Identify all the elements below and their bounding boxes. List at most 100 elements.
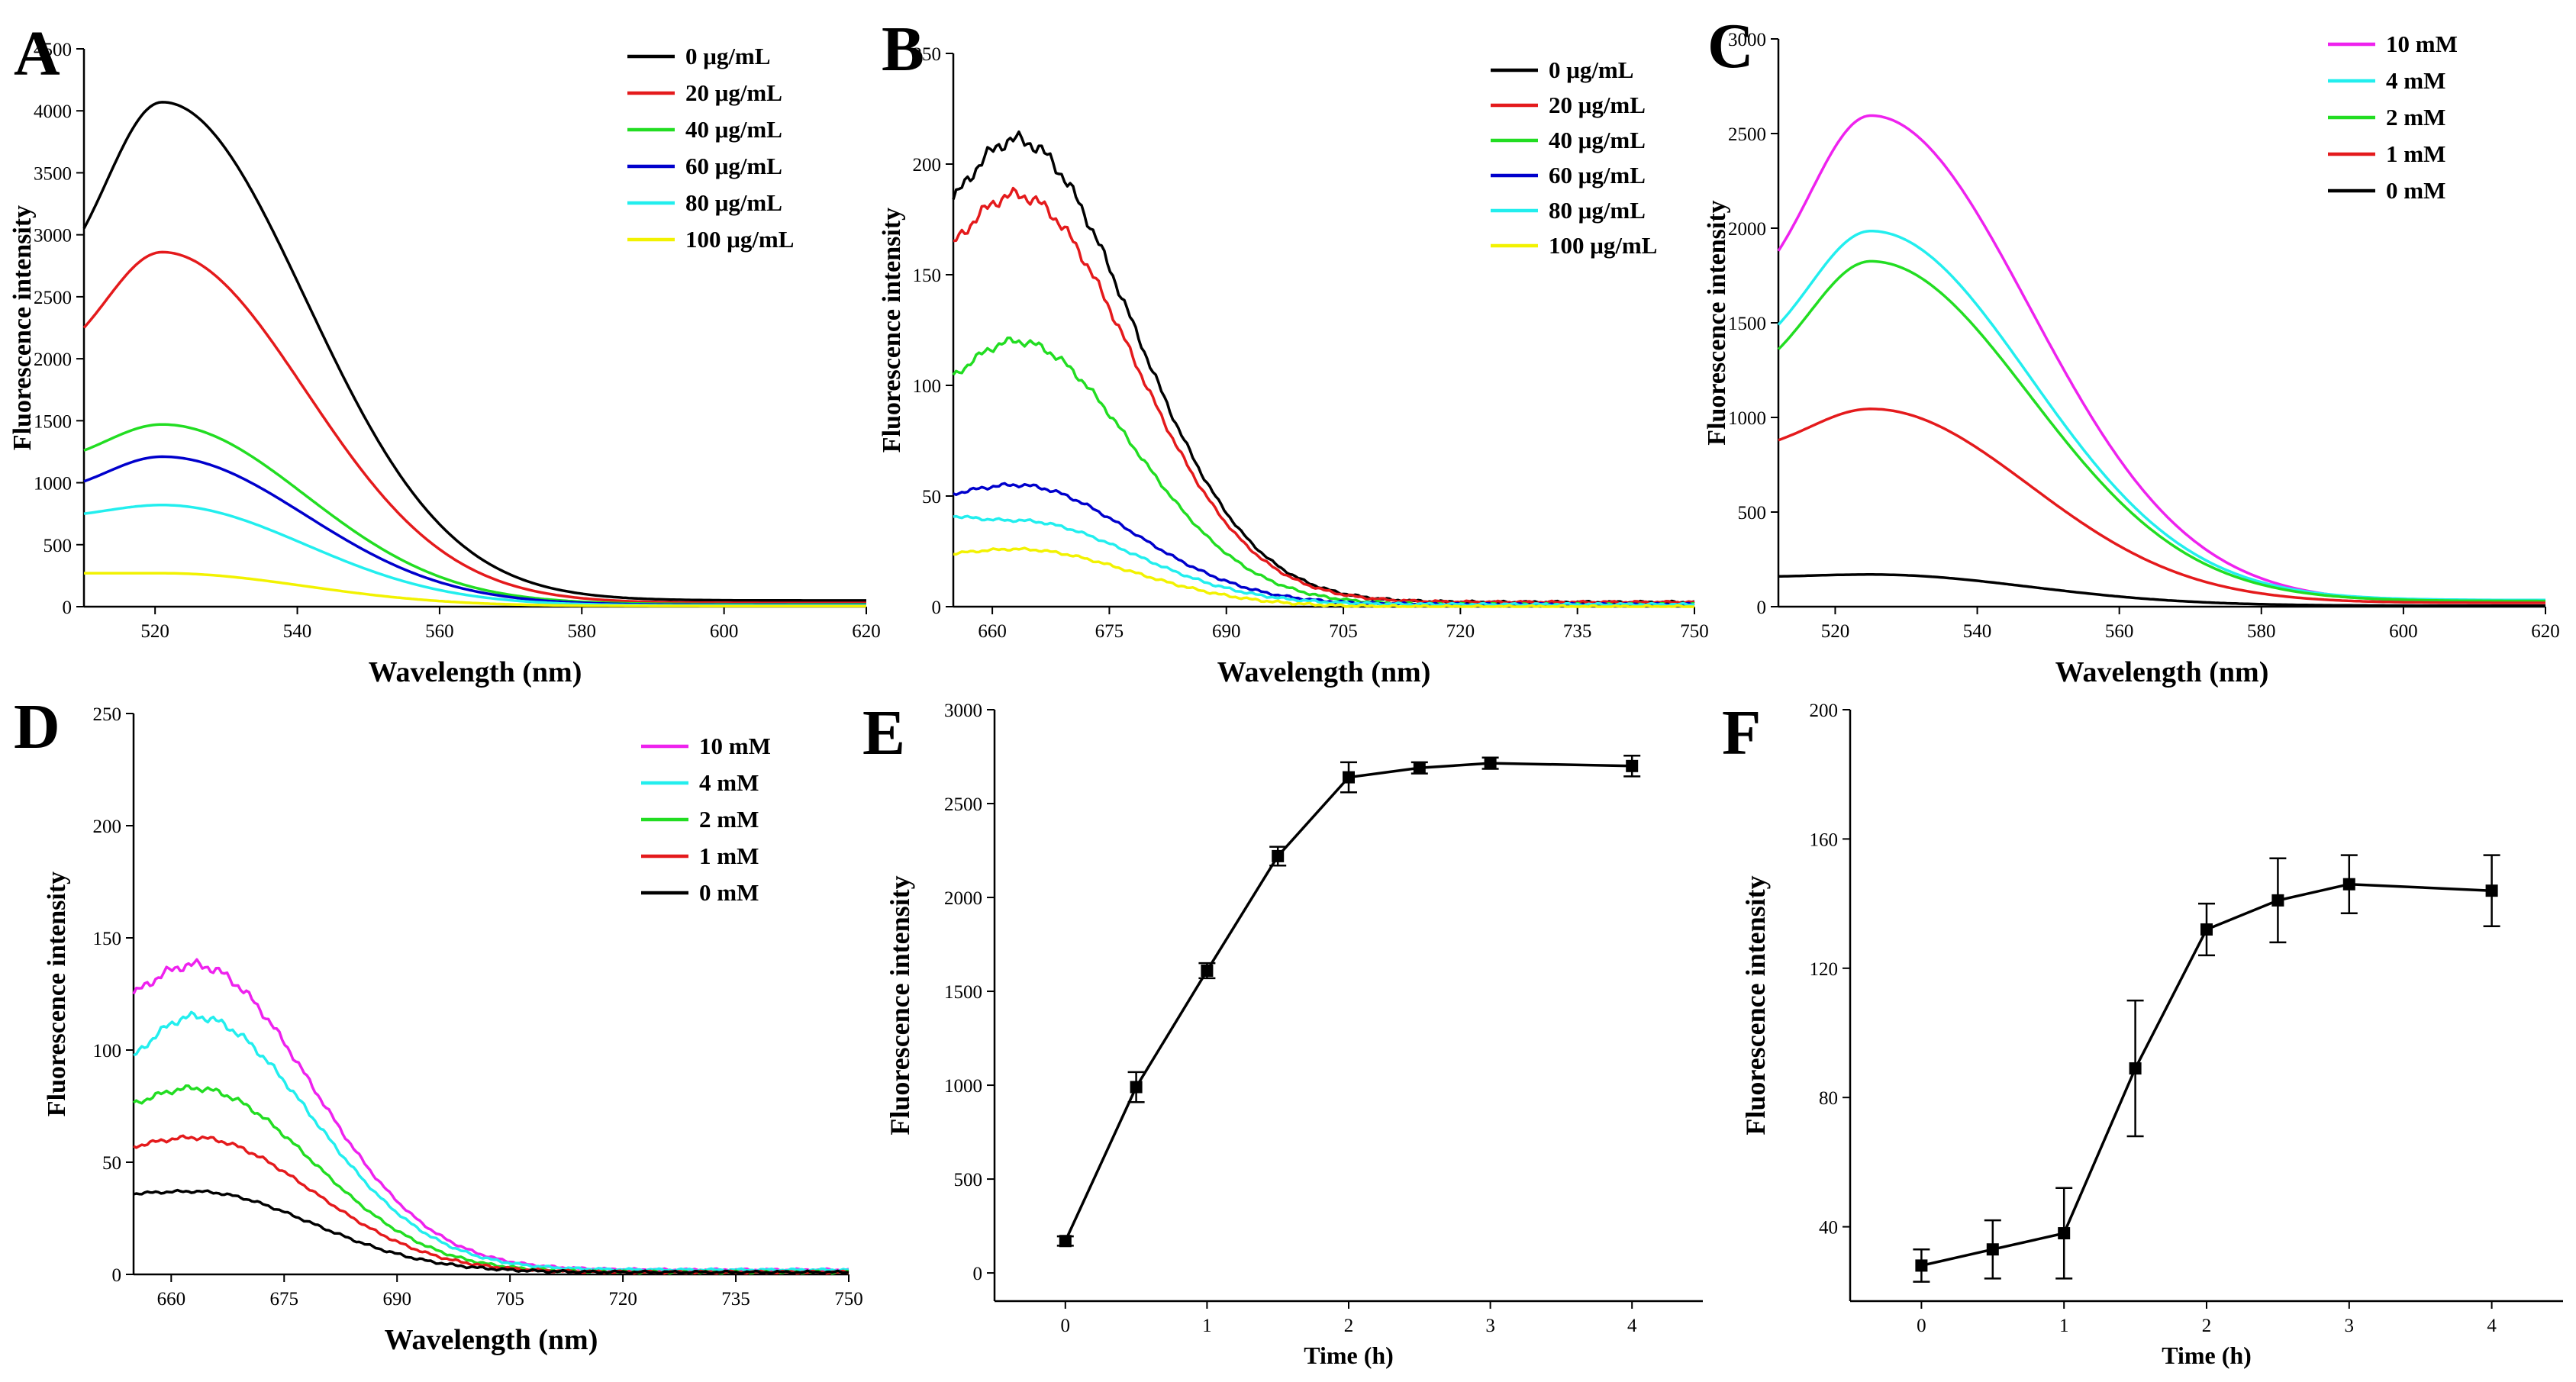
y-tick-label: 0 [112,1265,122,1286]
series-line [1778,573,2545,607]
panel-e: E 0 500 1000 1500 2000 2500 3000 0 1 2 3 4 Time (h) Fl… [862,697,1703,1369]
data-point [2485,884,2498,897]
data-point [1413,762,1426,775]
y-tick-label: 50 [922,487,941,507]
y-tick-label: 1500 [944,982,982,1003]
x-tick-label: 750 [1680,621,1709,642]
data-point [2271,894,2284,907]
data-point [1130,1081,1143,1094]
y-axis-title: Fluorescence intensity [878,208,906,453]
y-tick-label: 80 [1819,1088,1838,1109]
y-tick-label: 1000 [1728,408,1766,429]
data-point [1272,849,1285,862]
legend-label: 1 mM [699,842,759,869]
legend-label: 20 μg/mL [685,79,782,106]
y-tick-label: 4000 [34,101,72,122]
x-tick-label: 620 [2531,621,2560,642]
y-axis-title: Fluorescence intensity [1740,875,1771,1135]
y-axis-title: Fluorescence intensity [1703,200,1731,445]
x-tick-label: 580 [568,621,597,642]
x-tick-label: 620 [852,621,881,642]
x-tick-label: 660 [157,1289,186,1310]
data-point [1484,757,1497,770]
series-line [953,546,1694,608]
series-line [1778,408,2545,604]
x-axis-title: Wavelength (nm) [385,1324,598,1356]
legend-label: 4 mM [699,769,759,796]
data-point [1986,1243,1999,1256]
y-tick-label: 2500 [944,794,982,815]
y-tick-label: 100 [93,1041,122,1061]
panel-label: B [882,14,924,85]
y-tick-label: 3500 [34,163,72,184]
data-point [2129,1062,2142,1075]
x-tick-label: 520 [140,621,169,642]
legend-label: 2 mM [2386,104,2445,130]
data-point [2200,923,2213,936]
data-point [1059,1235,1072,1248]
y-tick-label: 4500 [34,40,72,60]
x-tick-label: 580 [2247,621,2276,642]
x-tick-label: 690 [1212,621,1241,642]
legend-label: 1 mM [2386,140,2445,167]
y-tick-label: 2500 [34,288,72,308]
panel-label: F [1722,697,1761,768]
panel-f: F 40 80 120 160 200 0 1 2 3 4 Time (h) Fluorescence … [1722,697,2563,1369]
series-line [133,1010,850,1273]
x-tick-label: 2 [1344,1316,1354,1336]
series-line [1921,882,2492,1268]
y-tick-label: 200 [93,817,122,837]
panel-a: A 0 500 1000 1500 2000 2500 3000 3500 4000 4500 520… [8,18,881,688]
y-tick-label: 3000 [944,701,982,721]
x-tick-label: 560 [2105,621,2134,642]
x-axis-title: Wavelength (nm) [369,656,582,688]
series-line [953,514,1695,607]
series-line [132,1084,850,1275]
y-tick-label: 150 [93,929,122,949]
x-tick-label: 1 [1202,1316,1212,1336]
y-tick-label: 1500 [1728,314,1766,334]
legend-label: 0 μg/mL [685,43,770,69]
legend-label: 100 μg/mL [685,226,794,253]
legend-label: 80 μg/mL [1549,197,1646,224]
series-line [132,958,850,1273]
legend-label: 40 μg/mL [685,116,782,143]
x-tick-label: 540 [283,621,312,642]
y-tick-label: 0 [973,1264,983,1284]
series-line [952,337,1695,607]
legend-label: 0 mM [699,879,759,906]
x-tick-label: 4 [1627,1316,1637,1336]
y-tick-label: 0 [932,598,942,618]
x-tick-label: 735 [721,1289,750,1310]
x-tick-label: 3 [2345,1316,2355,1336]
legend-label: 100 μg/mL [1549,232,1657,259]
x-tick-label: 2 [2202,1316,2212,1336]
y-tick-label: 2000 [34,350,72,370]
panel-label: D [14,691,60,762]
y-tick-label: 2500 [1728,124,1766,145]
y-tick-label: 1500 [34,411,72,432]
legend-label: 2 mM [699,806,759,833]
series-line [1777,259,2545,603]
series-line [82,101,866,602]
legend-label: 10 mM [699,733,771,759]
legend-label: 4 mM [2386,67,2445,94]
y-axis-title: Fluorescence intensity [8,205,37,450]
y-axis-title: Fluorescence intensity [885,875,915,1135]
data-point [1343,771,1355,784]
y-tick-label: 250 [93,704,122,725]
x-tick-label: 750 [834,1289,863,1310]
x-axis-title: Time (h) [1304,1342,1394,1369]
x-tick-label: 600 [2389,621,2418,642]
y-tick-label: 50 [102,1153,121,1174]
x-tick-label: 705 [1329,621,1358,642]
series-line [133,1134,850,1275]
series-line [83,455,866,607]
y-tick-label: 200 [1810,701,1839,721]
y-tick-label: 1000 [944,1076,982,1097]
y-tick-label: 3000 [1728,30,1766,50]
x-tick-label: 540 [1963,621,1992,642]
panel-d: D 0 50 100 150 200 250 660 675 690 705 720 735 750 Wav… [14,691,863,1356]
y-tick-label: 500 [954,1170,983,1190]
